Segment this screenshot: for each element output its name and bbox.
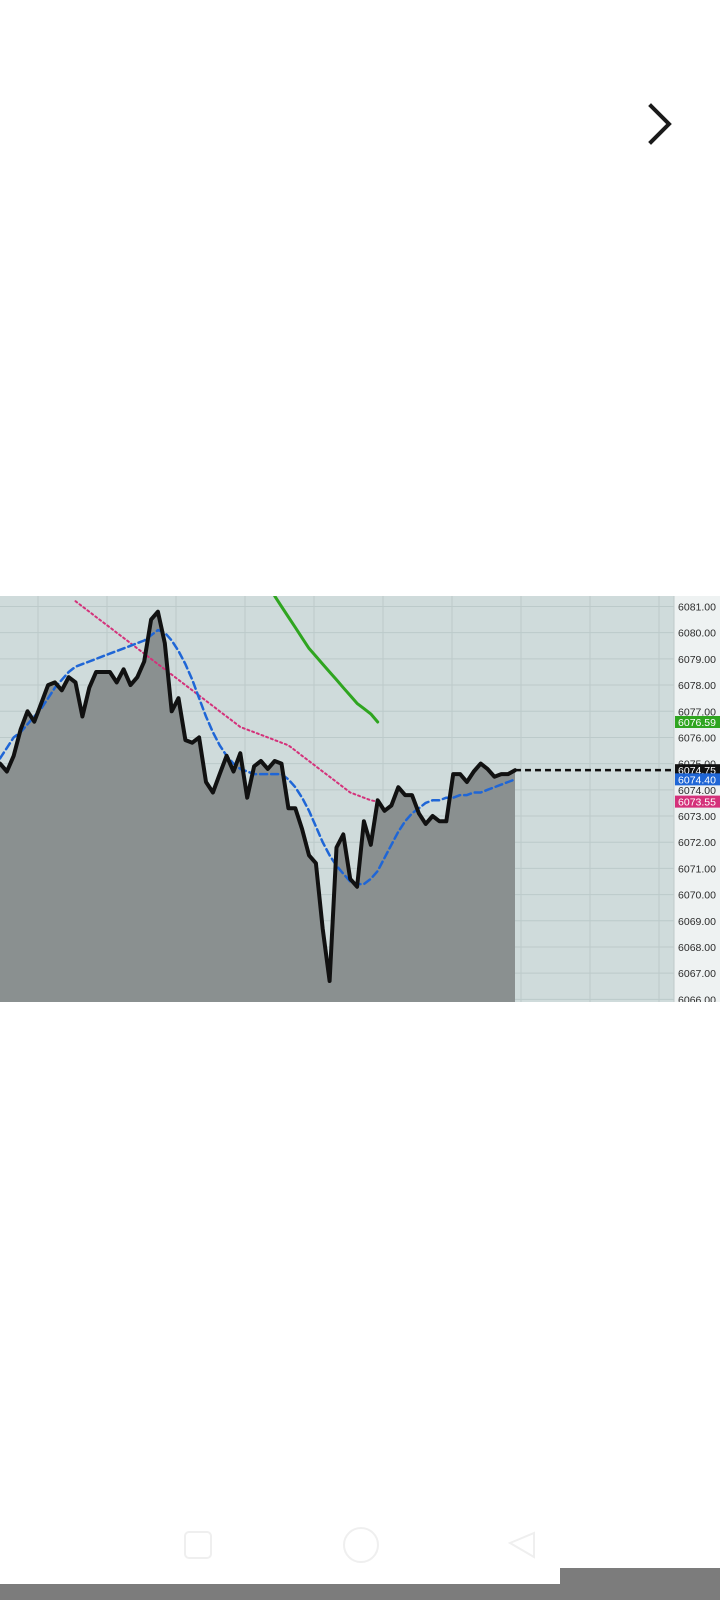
- triangle-back-icon: [507, 1531, 535, 1559]
- square-icon: [184, 1531, 212, 1559]
- value-label-bg-ma-slow: [675, 715, 720, 728]
- value-label-ma-mid: 6073.55: [678, 797, 716, 809]
- y-tick-label: 6073.00: [678, 811, 716, 823]
- y-tick-label: 6066.00: [678, 994, 716, 1002]
- home-button[interactable]: [340, 1524, 382, 1566]
- bottom-strip: [0, 1584, 720, 1600]
- chart-canvas: 6081.006080.006079.006078.006077.006076.…: [0, 596, 720, 1002]
- y-tick-label: 6068.00: [678, 942, 716, 954]
- y-tick-label: 6079.00: [678, 654, 716, 666]
- value-label-ma-slow: 6076.59: [678, 717, 716, 729]
- series-line-ma-fast: [0, 628, 517, 886]
- system-nav-bar: [0, 1515, 720, 1585]
- chevron-right-icon: [648, 103, 672, 145]
- series-line-ma-slow: [273, 596, 380, 724]
- value-label-bg-ma-mid: [675, 795, 720, 808]
- y-tick-label: 6067.00: [678, 968, 716, 980]
- y-tick-label: 6078.00: [678, 680, 716, 692]
- circle-icon: [343, 1527, 379, 1563]
- y-tick-label: 6081.00: [678, 601, 716, 613]
- recent-apps-button[interactable]: [182, 1529, 214, 1561]
- y-tick-label: 6080.00: [678, 628, 716, 640]
- value-label-ma-fast: 6074.40: [678, 774, 716, 786]
- y-tick-label: 6071.00: [678, 863, 716, 875]
- value-label-bg-ma-fast: [675, 773, 720, 786]
- y-tick-label: 6072.00: [678, 837, 716, 849]
- value-label-bg-price: [675, 764, 720, 777]
- y-tick-label: 6076.00: [678, 732, 716, 744]
- price-area: [0, 611, 515, 1002]
- price-chart[interactable]: 6081.00 6080.00 6079.00 6078.00 6077.00 6076.…: [0, 596, 720, 1002]
- series-line-price: [0, 609, 517, 983]
- y-tick-label: 6070.00: [678, 890, 716, 902]
- back-button[interactable]: [506, 1529, 538, 1561]
- bottom-handle-tab: [560, 1568, 720, 1586]
- y-tick-label: 6074.00: [678, 785, 716, 797]
- next-button[interactable]: [640, 100, 680, 148]
- y-tick-label: 6069.00: [678, 916, 716, 928]
- y-tick-label: 6077.00: [678, 706, 716, 718]
- series-line-ma-mid: [74, 600, 379, 803]
